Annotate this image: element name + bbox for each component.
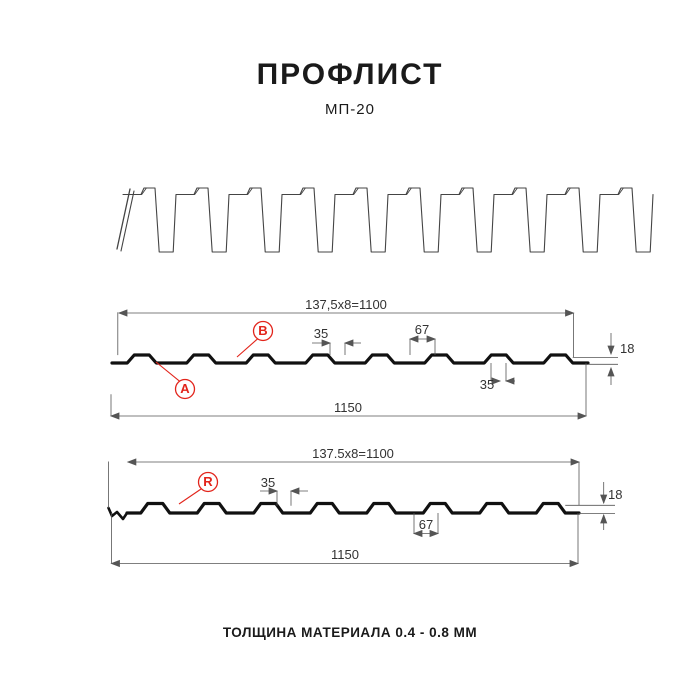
svg-text:1150: 1150: [331, 547, 359, 562]
svg-text:R: R: [203, 474, 213, 489]
svg-text:137.5x8=1100: 137.5x8=1100: [312, 446, 394, 461]
svg-text:18: 18: [608, 487, 622, 502]
svg-text:67: 67: [419, 517, 433, 532]
svg-text:35: 35: [261, 475, 275, 490]
